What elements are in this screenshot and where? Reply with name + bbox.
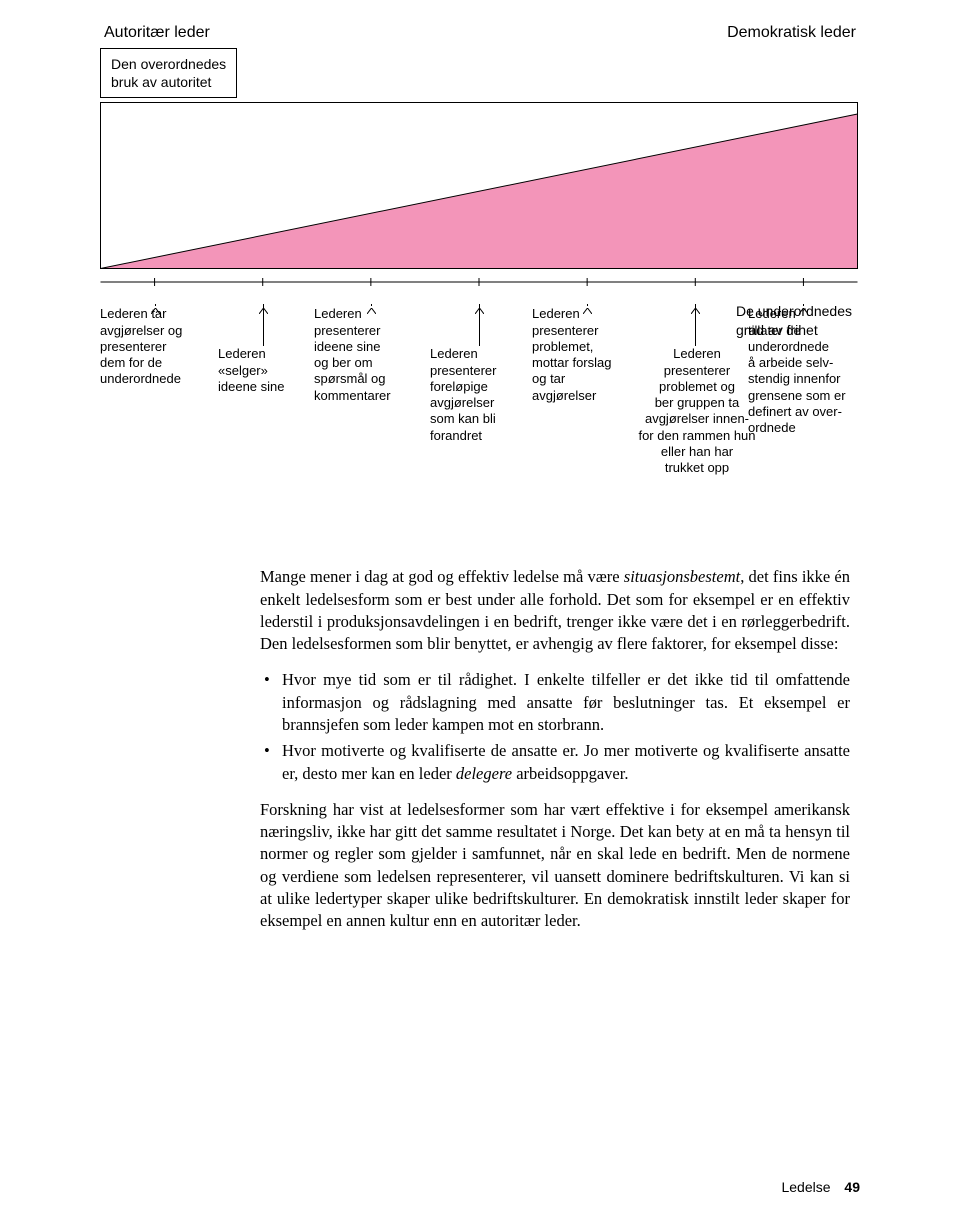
authority-line1: Den overordnedes: [111, 56, 226, 72]
right-header: Demokratisk leder: [727, 24, 856, 42]
p1-a: Mange mener i dag at god og effektiv led…: [260, 567, 624, 586]
authority-line2: bruk av autoritet: [111, 74, 211, 90]
column-text: Lederen presenterer ideene sine og ber o…: [314, 306, 424, 404]
arrowhead-icon: [259, 302, 268, 318]
li2-italic: delegere: [456, 764, 512, 783]
paragraph-1: Mange mener i dag at god og effektiv led…: [260, 566, 850, 655]
bullet-1: Hvor mye tid som er til rådighet. I enke…: [260, 669, 850, 736]
page-number: 49: [844, 1179, 860, 1195]
arrowhead-icon: [583, 302, 592, 318]
arrowhead-icon: [367, 302, 376, 318]
authority-box: Den overordnedes bruk av autoritet: [100, 48, 237, 98]
column-text: Lederen «selger» ideene sine: [218, 346, 308, 395]
column-label-3: Lederen presenterer foreløpige avgjørels…: [430, 346, 530, 444]
bullet-list: Hvor mye tid som er til rådighet. I enke…: [260, 669, 850, 784]
column-text: Lederen presenterer problemet og ber gru…: [632, 346, 762, 476]
leadership-continuum-diagram: Autoritær leder Demokratisk leder Den ov…: [100, 24, 860, 526]
column-label-6: Lederen tillater de underordnede å arbei…: [748, 306, 860, 436]
column-text: Lederen tillater de underordnede å arbei…: [748, 306, 860, 436]
column-label-0: Lederen tar avgjørelser og presenterer d…: [100, 306, 212, 387]
bullet-2: Hvor motiverte og kvalifiserte de ansatt…: [260, 740, 850, 785]
left-header: Autoritær leder: [104, 24, 210, 42]
p1-italic: situasjonsbestemt: [624, 567, 740, 586]
arrowhead-icon: [691, 302, 700, 318]
column-label-1: Lederen «selger» ideene sine: [218, 346, 308, 395]
arrowhead-icon: [475, 302, 484, 318]
column-label-4: Lederen presenterer problemet, mottar fo…: [532, 306, 636, 404]
column-label-2: Lederen presenterer ideene sine og ber o…: [314, 306, 424, 404]
page-footer: Ledelse 49: [781, 1179, 860, 1195]
arrowhead-icon: [799, 302, 808, 318]
body-text: Mange mener i dag at god og effektiv led…: [260, 566, 850, 932]
column-text: Lederen presenterer foreløpige avgjørels…: [430, 346, 530, 444]
footer-label: Ledelse: [781, 1179, 830, 1195]
arrowhead-icon: [151, 302, 160, 318]
column-text: Lederen presenterer problemet, mottar fo…: [532, 306, 636, 404]
column-label-5: Lederen presenterer problemet og ber gru…: [632, 346, 762, 476]
li2-b: arbeidsoppgaver.: [512, 764, 628, 783]
column-labels: Lederen tar avgjørelser og presenterer d…: [100, 306, 858, 526]
paragraph-2: Forskning har vist at ledelsesformer som…: [260, 799, 850, 933]
continuum-chart: [100, 102, 858, 302]
diagram-header: Autoritær leder Demokratisk leder: [100, 24, 860, 42]
